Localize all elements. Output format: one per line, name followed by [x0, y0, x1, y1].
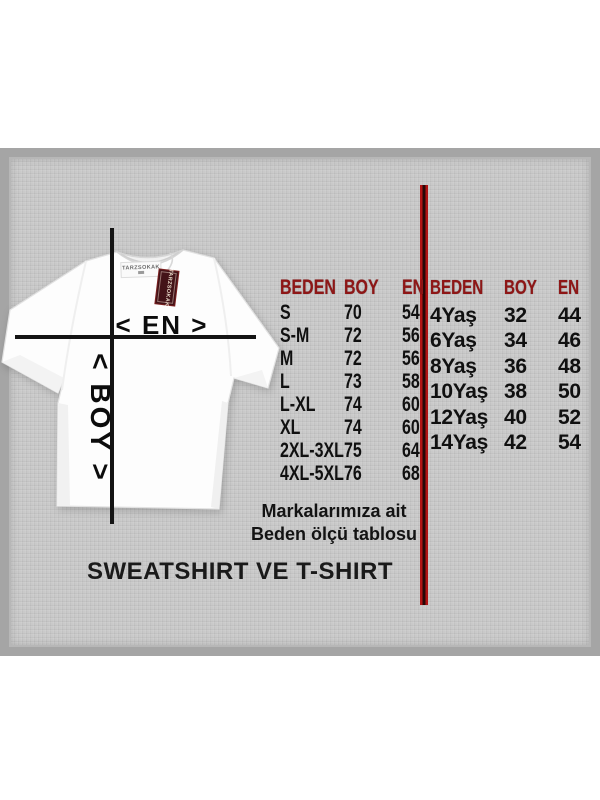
table-cell: XL	[280, 416, 301, 439]
hang-tag-border	[157, 271, 177, 304]
table-cell: 56	[402, 347, 420, 370]
table-cell: S	[280, 301, 291, 324]
table-cell: 12Yaş	[430, 405, 489, 429]
fold-shade-right	[211, 401, 228, 509]
adult-header-en: EN	[402, 276, 425, 299]
sleeve-shade-right	[234, 370, 268, 388]
table-cell: M	[280, 347, 294, 370]
table-cell: 48	[558, 354, 581, 378]
table-cell: 14Yaş	[430, 431, 489, 455]
table-cell: 74	[344, 393, 362, 416]
table-cell: 4Yaş	[430, 304, 477, 328]
table-cell: 56	[402, 324, 420, 347]
brand-note: Markalarımıza ait Beden ölçü tablosu	[244, 500, 424, 546]
red-divider-line	[420, 185, 428, 605]
adult-header-beden: BEDEN	[280, 276, 336, 299]
kids-size-table: BEDEN BOY EN 4Yaş 32 44 6Yaş 34 46 8Yaş 36 48 10Y…	[428, 276, 590, 456]
table-row: 14Yaş 42 54	[428, 430, 590, 455]
table-cell: 52	[558, 405, 581, 429]
table-row: 10Yaş 38 50	[428, 380, 590, 405]
table-cell: 60	[402, 393, 420, 416]
kids-header-boy: BOY	[504, 277, 537, 300]
table-row: 8Yaş 36 48	[428, 354, 590, 379]
tshirt-illustration: TARZSOKAK TARZSOKAK	[1, 249, 280, 510]
crease-right	[213, 257, 232, 377]
kids-table-header: BEDEN BOY EN	[428, 276, 590, 301]
table-cell: 68	[402, 462, 420, 485]
page-title: SWEATSHIRT VE T-SHIRT	[86, 558, 394, 585]
table-row: M 72 56	[278, 347, 430, 370]
width-label: < EN >	[115, 310, 209, 340]
table-cell: 54	[558, 431, 581, 455]
brand-note-line1: Markalarımıza ait	[261, 501, 407, 521]
length-label: < BOY >	[85, 353, 116, 483]
table-row: S 70 54	[278, 301, 430, 324]
table-cell: 44	[558, 304, 581, 328]
table-cell: 54	[402, 301, 420, 324]
table-cell: 2XL-3XL	[280, 439, 344, 462]
neck-label-text: TARZSOKAK	[122, 264, 160, 271]
table-cell: L	[280, 370, 290, 393]
adult-table-header: BEDEN BOY EN	[278, 276, 430, 299]
table-cell: 10Yaş	[430, 380, 489, 404]
table-cell: 36	[504, 354, 527, 378]
table-row: L-XL 74 60	[278, 393, 430, 416]
table-cell: 38	[504, 380, 527, 404]
table-cell: S-M	[280, 324, 310, 347]
tag-string	[166, 252, 174, 272]
table-cell: 40	[504, 405, 527, 429]
crease-left	[61, 260, 87, 391]
table-cell: 76	[344, 462, 362, 485]
table-cell: 8Yaş	[430, 354, 477, 378]
table-row: 12Yaş 40 52	[428, 405, 590, 430]
table-cell: 4XL-5XL	[280, 462, 344, 485]
neck-label-mark	[138, 270, 145, 275]
hang-tag	[154, 268, 180, 307]
table-cell: 72	[344, 347, 362, 370]
table-cell: 6Yaş	[430, 329, 477, 353]
adult-header-boy: BOY	[344, 276, 379, 299]
table-cell: 64	[402, 439, 420, 462]
brand-note-line2: Beden ölçü tablosu	[250, 524, 418, 544]
table-row: L 73 58	[278, 370, 430, 393]
table-cell: L-XL	[280, 393, 316, 416]
gray-framed-panel	[0, 148, 600, 656]
table-row: XL 74 60	[278, 416, 430, 439]
table-row: 4XL-5XL 76 68	[278, 462, 430, 485]
width-measure-line	[15, 335, 256, 339]
table-cell: 74	[344, 416, 362, 439]
table-row: 2XL-3XL 75 64	[278, 439, 430, 462]
table-cell: 73	[344, 370, 362, 393]
table-cell: 58	[402, 370, 420, 393]
table-cell: 70	[344, 301, 362, 324]
fold-shade-left	[57, 403, 70, 506]
table-cell: 32	[504, 304, 527, 328]
sleeve-shade-left	[2, 355, 64, 393]
adult-size-table: BEDEN BOY EN S 70 54 S-M 72 56 M 72 56 L 73 58 L-XL 7…	[278, 276, 430, 485]
length-measure-line	[110, 228, 114, 524]
table-cell: 72	[344, 324, 362, 347]
kids-header-beden: BEDEN	[430, 277, 484, 300]
table-row: 6Yaş 34 46	[428, 329, 590, 354]
table-cell: 60	[402, 416, 420, 439]
hang-tag-text: TARZSOKAK	[163, 269, 174, 307]
table-row: S-M 72 56	[278, 324, 430, 347]
table-cell: 46	[558, 329, 581, 353]
kids-header-en: EN	[558, 277, 580, 300]
table-cell: 42	[504, 431, 527, 455]
table-row: 4Yaş 32 44	[428, 303, 590, 328]
table-cell: 50	[558, 380, 581, 404]
table-cell: 75	[344, 439, 362, 462]
table-cell: 34	[504, 329, 527, 353]
